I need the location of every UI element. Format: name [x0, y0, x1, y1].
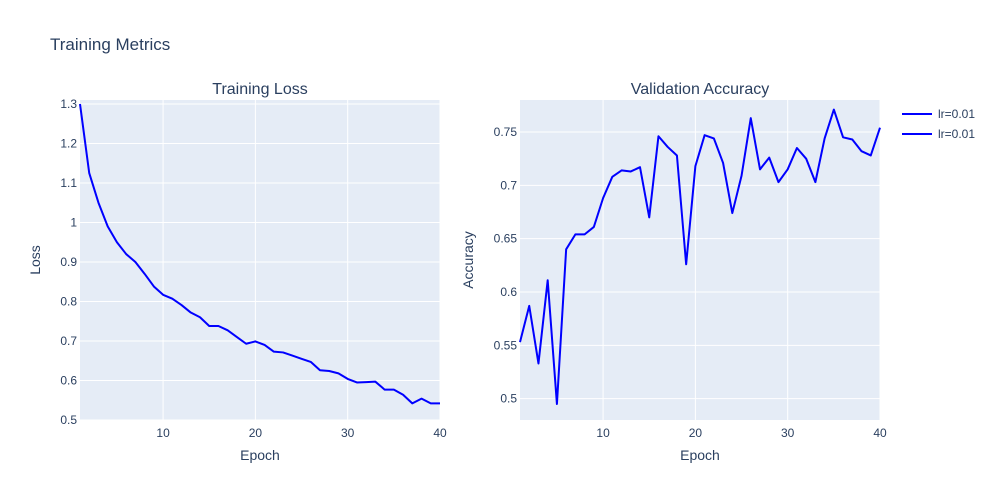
validation-accuracy-y-tick-label: 0.7: [500, 178, 517, 192]
validation-accuracy-series-line: [519, 108, 881, 405]
training-loss-panel: Training Loss Epoch Loss 0.5 0.6 0.7 0.8 0.9…: [27, 81, 447, 463]
validation-accuracy-xlabel: Epoch: [680, 447, 720, 463]
validation-accuracy-title: Validation Accuracy: [631, 81, 769, 98]
training-loss-series-line: [79, 103, 440, 405]
training-loss-y-tick-label: 0.6: [60, 373, 77, 387]
training-loss-y-tick-label: 1.2: [60, 136, 77, 150]
legend: lr=0.01 lr=0.01: [902, 107, 975, 141]
validation-accuracy-x-tick-label: 20: [689, 426, 703, 440]
legend-entry-label[interactable]: lr=0.01: [938, 127, 975, 141]
training-loss-x-tick-label: 30: [341, 426, 355, 440]
training-loss-y-tick-label: 1.3: [60, 97, 77, 111]
training-loss-x-tick-label: 10: [156, 426, 170, 440]
validation-accuracy-ylabel: Accuracy: [460, 231, 476, 289]
validation-accuracy-y-tick-label: 0.65: [494, 232, 518, 246]
validation-accuracy-y-tick-label: 0.5: [500, 392, 517, 406]
legend-entry-label[interactable]: lr=0.01: [938, 107, 975, 121]
training-loss-y-tick-label: 0.7: [60, 334, 77, 348]
validation-accuracy-x-tick-label: 10: [596, 426, 610, 440]
figure-title: Training Metrics: [50, 35, 170, 54]
validation-accuracy-y-tick-label: 0.6: [500, 285, 517, 299]
validation-accuracy-y-tick-label: 0.55: [494, 338, 518, 352]
training-loss-ylabel: Loss: [27, 245, 43, 275]
training-loss-title: Training Loss: [212, 81, 307, 98]
training-loss-gridlines: [80, 100, 441, 421]
validation-accuracy-x-tick-label: 40: [873, 426, 887, 440]
validation-accuracy-y-tick-label: 0.75: [494, 125, 518, 139]
training-loss-plot-area: [80, 100, 440, 420]
training-loss-x-tick-label: 20: [249, 426, 263, 440]
validation-accuracy-gridlines: [520, 100, 881, 420]
training-loss-y-tick-label: 1.1: [60, 176, 77, 190]
validation-accuracy-x-tick-label: 30: [781, 426, 795, 440]
training-loss-y-tick-label: 1: [70, 215, 77, 229]
training-loss-y-tick-label: 0.9: [60, 255, 77, 269]
training-loss-y-tick-label: 0.5: [60, 413, 77, 427]
training-loss-x-tick-label: 40: [433, 426, 447, 440]
validation-accuracy-panel: Validation Accuracy Epoch Accuracy 0.5 0.…: [460, 81, 887, 463]
training-loss-y-tick-label: 0.8: [60, 294, 77, 308]
training-loss-xlabel: Epoch: [240, 447, 280, 463]
